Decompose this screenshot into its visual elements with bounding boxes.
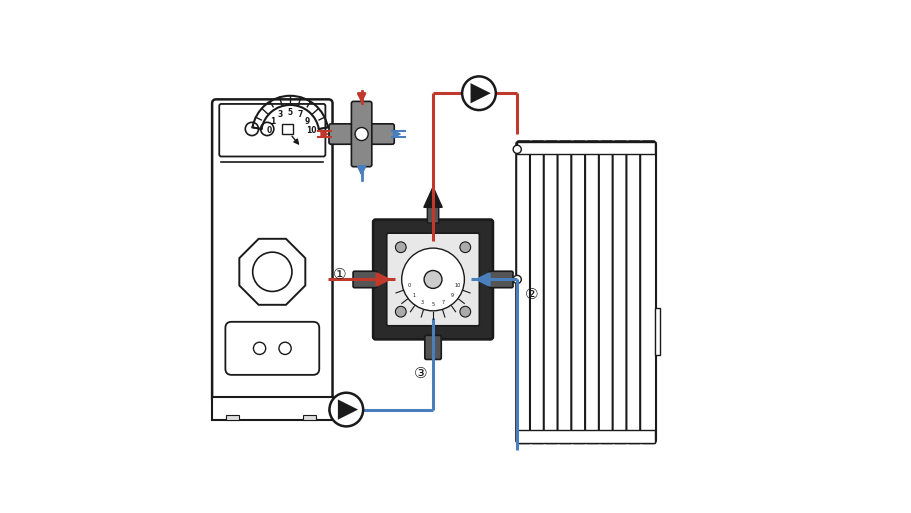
- FancyBboxPatch shape: [516, 141, 531, 443]
- FancyBboxPatch shape: [529, 141, 545, 443]
- Polygon shape: [337, 400, 358, 420]
- Text: 1: 1: [412, 293, 415, 298]
- FancyBboxPatch shape: [599, 141, 614, 443]
- Text: 5: 5: [287, 108, 292, 117]
- Circle shape: [395, 242, 405, 252]
- Text: 9: 9: [304, 117, 310, 126]
- Circle shape: [513, 275, 521, 284]
- FancyBboxPatch shape: [612, 141, 628, 443]
- Circle shape: [395, 306, 405, 317]
- Circle shape: [462, 76, 496, 110]
- Text: ①: ①: [333, 267, 345, 282]
- Circle shape: [424, 270, 442, 288]
- Circle shape: [261, 122, 273, 135]
- FancyBboxPatch shape: [219, 104, 325, 156]
- Text: ③: ③: [413, 366, 426, 381]
- Circle shape: [459, 306, 470, 317]
- Text: 7: 7: [297, 110, 302, 120]
- Bar: [517, 430, 654, 443]
- Circle shape: [459, 242, 470, 252]
- Circle shape: [329, 393, 363, 426]
- Text: 0: 0: [266, 126, 271, 135]
- Text: 10: 10: [306, 126, 316, 135]
- Circle shape: [279, 342, 291, 354]
- Circle shape: [253, 342, 265, 354]
- FancyBboxPatch shape: [425, 336, 441, 360]
- Text: 3: 3: [278, 110, 283, 120]
- FancyBboxPatch shape: [386, 233, 479, 326]
- Text: 10: 10: [454, 284, 460, 288]
- Bar: [226, 415, 239, 420]
- FancyBboxPatch shape: [585, 141, 600, 443]
- Text: 3: 3: [420, 300, 424, 305]
- Circle shape: [513, 145, 521, 153]
- Circle shape: [252, 252, 292, 291]
- FancyBboxPatch shape: [225, 322, 319, 375]
- Polygon shape: [424, 187, 442, 207]
- Text: 9: 9: [450, 293, 454, 298]
- Text: ②: ②: [525, 287, 538, 302]
- Bar: [517, 142, 654, 154]
- FancyBboxPatch shape: [640, 141, 655, 443]
- Text: 1: 1: [270, 117, 275, 126]
- FancyBboxPatch shape: [329, 124, 394, 144]
- Bar: [212, 397, 333, 420]
- FancyBboxPatch shape: [427, 206, 438, 223]
- Text: 5: 5: [431, 302, 435, 307]
- Circle shape: [354, 128, 368, 141]
- FancyBboxPatch shape: [626, 141, 641, 443]
- FancyBboxPatch shape: [351, 102, 372, 167]
- FancyBboxPatch shape: [570, 141, 587, 443]
- Circle shape: [401, 248, 464, 311]
- FancyBboxPatch shape: [353, 271, 377, 288]
- FancyBboxPatch shape: [373, 220, 493, 340]
- Bar: [654, 308, 660, 356]
- Polygon shape: [470, 83, 490, 103]
- Bar: [281, 124, 292, 134]
- FancyBboxPatch shape: [488, 271, 513, 288]
- Circle shape: [245, 122, 258, 135]
- FancyBboxPatch shape: [543, 141, 559, 443]
- FancyBboxPatch shape: [557, 141, 573, 443]
- Bar: [302, 415, 315, 420]
- Polygon shape: [239, 239, 305, 305]
- FancyBboxPatch shape: [212, 100, 333, 403]
- Text: 0: 0: [407, 284, 410, 288]
- Text: 7: 7: [442, 300, 445, 305]
